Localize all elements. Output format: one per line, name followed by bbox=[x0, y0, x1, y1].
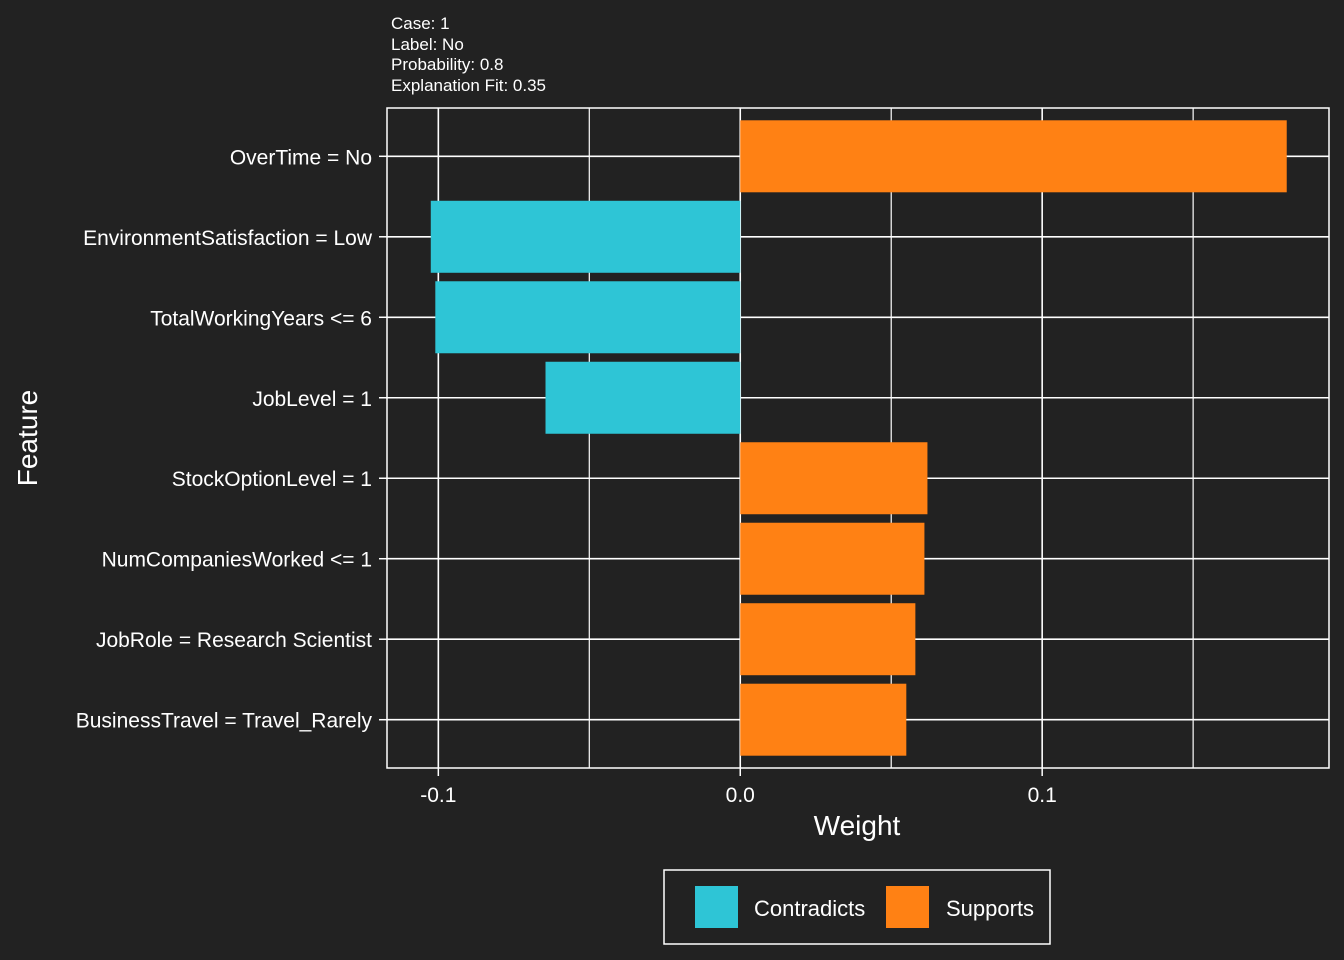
x-axis-title: Weight bbox=[814, 810, 901, 841]
x-tick-label: 0.0 bbox=[726, 784, 755, 807]
bar-supports bbox=[740, 683, 907, 756]
subtitle-explanation-fit: Explanation Fit: 0.35 bbox=[391, 76, 546, 95]
x-tick-label: -0.1 bbox=[420, 784, 456, 807]
subtitle-label: Label: No bbox=[391, 35, 464, 54]
bars bbox=[430, 120, 1287, 756]
x-tick-label: 0.1 bbox=[1028, 784, 1057, 807]
y-tick-label: JobLevel = 1 bbox=[252, 388, 372, 411]
bar-supports bbox=[740, 442, 928, 515]
legend-swatch-supports bbox=[886, 886, 929, 928]
y-tick-label: EnvironmentSatisfaction = Low bbox=[83, 227, 373, 250]
subtitle-case: Case: 1 bbox=[391, 14, 450, 33]
y-tick-label: StockOptionLevel = 1 bbox=[172, 468, 372, 491]
bar-supports bbox=[740, 120, 1287, 193]
y-tick-label: BusinessTravel = Travel_Rarely bbox=[76, 710, 373, 733]
legend-label-supports: Supports bbox=[946, 896, 1034, 921]
panel-border bbox=[386, 107, 1330, 769]
y-axis-ticks: OverTime = No EnvironmentSatisfaction = L… bbox=[76, 146, 387, 733]
y-tick-label: TotalWorkingYears <= 6 bbox=[150, 307, 372, 330]
legend-label-contradicts: Contradicts bbox=[754, 896, 865, 921]
bar-contradicts bbox=[545, 361, 741, 434]
bar-contradicts bbox=[435, 281, 741, 354]
chart-subtitle: Case: 1 Label: No Probability: 0.8 Expla… bbox=[391, 14, 546, 95]
x-axis-ticks: -0.1 0.0 0.1 bbox=[420, 768, 1057, 807]
y-tick-label: NumCompaniesWorked <= 1 bbox=[102, 549, 372, 572]
subtitle-probability: Probability: 0.8 bbox=[391, 55, 503, 74]
y-tick-label: OverTime = No bbox=[230, 146, 372, 169]
legend: Contradicts Supports bbox=[663, 869, 1051, 945]
y-tick-label: JobRole = Research Scientist bbox=[96, 629, 372, 652]
legend-swatch-contradicts bbox=[695, 886, 738, 928]
bar-contradicts bbox=[430, 200, 741, 273]
y-axis-title: Feature bbox=[12, 390, 43, 487]
bar-supports bbox=[740, 522, 925, 595]
bar-supports bbox=[740, 603, 916, 676]
legend-box bbox=[663, 869, 1051, 945]
